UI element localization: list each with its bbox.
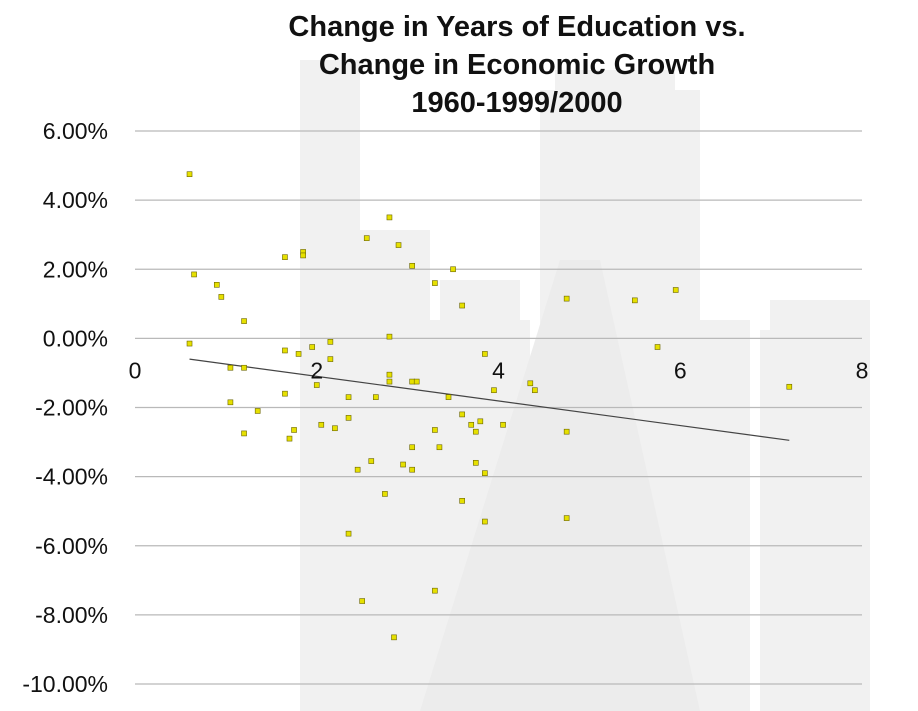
data-point: [527, 380, 534, 387]
data-point: [363, 235, 370, 241]
data-point: [409, 444, 415, 451]
x-tick-label: 6: [674, 357, 687, 383]
x-axis-ticks: 0 2 4 6 8: [129, 357, 869, 383]
y-tick-label: -2.00%: [35, 395, 108, 421]
data-point: [459, 302, 465, 309]
data-point: [332, 425, 338, 432]
data-point: [241, 430, 247, 437]
data-point: [632, 297, 638, 304]
data-point: [477, 418, 484, 425]
data-point: [654, 344, 661, 350]
data-point: [382, 491, 388, 497]
data-point: [386, 371, 393, 378]
data-point: [227, 399, 234, 406]
data-point: [191, 271, 197, 278]
data-point: [345, 530, 352, 537]
data-point: [472, 428, 479, 435]
chart-title-line: Change in Years of Education vs.: [288, 11, 745, 43]
data-point: [286, 435, 293, 442]
data-point: [432, 427, 438, 433]
data-point: [459, 411, 465, 418]
data-point: [472, 459, 479, 466]
data-point: [432, 587, 438, 594]
data-points: [186, 171, 793, 641]
y-tick-label: -6.00%: [35, 533, 108, 559]
data-point: [432, 280, 438, 286]
data-point: [500, 421, 506, 428]
data-point: [291, 427, 297, 433]
data-point: [282, 390, 288, 397]
data-point: [450, 266, 456, 273]
data-point: [327, 339, 334, 345]
data-point: [491, 387, 497, 394]
data-point: [282, 254, 288, 260]
data-point: [218, 294, 225, 300]
y-tick-label: 4.00%: [43, 187, 108, 213]
data-point: [413, 378, 420, 385]
data-point: [395, 242, 402, 248]
x-tick-label: 2: [310, 357, 323, 383]
data-point: [563, 428, 570, 435]
data-point: [482, 470, 488, 476]
background-skyline: [300, 60, 870, 711]
data-point: [254, 408, 261, 414]
y-tick-label: 6.00%: [43, 118, 108, 144]
chart-title-line: 1960-1999/2000: [411, 87, 622, 119]
data-point: [532, 387, 538, 394]
data-point: [400, 461, 406, 468]
chart-title-line: Change in Economic Growth: [319, 49, 715, 81]
data-point: [309, 344, 316, 350]
data-point: [345, 394, 352, 400]
y-tick-label: 2.00%: [43, 256, 108, 282]
data-point: [313, 382, 320, 388]
data-point: [227, 364, 234, 371]
data-point: [391, 634, 397, 641]
data-point: [445, 394, 452, 400]
data-point: [327, 356, 334, 362]
y-tick-label: -4.00%: [35, 464, 108, 490]
data-point: [345, 415, 352, 421]
y-tick-label: 0.00%: [43, 325, 108, 351]
data-point: [409, 262, 415, 269]
data-point: [186, 340, 193, 347]
data-point: [482, 518, 488, 525]
data-point: [368, 458, 375, 464]
trendline: [189, 358, 790, 441]
gridlines: [135, 130, 862, 685]
y-tick-label: -8.00%: [35, 602, 108, 628]
data-point: [459, 498, 465, 504]
data-point: [786, 383, 793, 390]
data-point: [468, 421, 475, 428]
data-point: [282, 347, 288, 354]
data-point: [241, 364, 247, 371]
x-tick-label: 4: [492, 357, 505, 383]
data-point: [386, 333, 393, 340]
x-tick-label: 8: [856, 357, 869, 383]
data-point: [359, 598, 365, 604]
data-point: [409, 466, 415, 473]
data-point: [300, 252, 306, 259]
data-point: [436, 444, 443, 451]
data-point: [373, 394, 379, 400]
x-tick-label: 0: [129, 357, 142, 383]
data-point: [354, 466, 361, 473]
trendline-layer: [189, 358, 790, 441]
data-point: [318, 421, 325, 428]
data-point: [186, 171, 193, 178]
data-point: [386, 214, 393, 221]
data-point: [241, 318, 247, 324]
data-point: [213, 282, 220, 288]
data-point: [482, 351, 488, 357]
data-point: [386, 378, 393, 385]
data-point: [563, 515, 570, 521]
chart-title: Change in Years of Education vs. Change i…: [288, 11, 745, 119]
data-point: [563, 295, 570, 302]
data-point: [295, 351, 302, 357]
data-point: [672, 287, 679, 293]
y-tick-label: -10.00%: [22, 671, 108, 697]
y-axis-ticks: 6.00% 4.00% 2.00% 0.00% -2.00% -4.00% -6.00% -8…: [22, 118, 108, 697]
